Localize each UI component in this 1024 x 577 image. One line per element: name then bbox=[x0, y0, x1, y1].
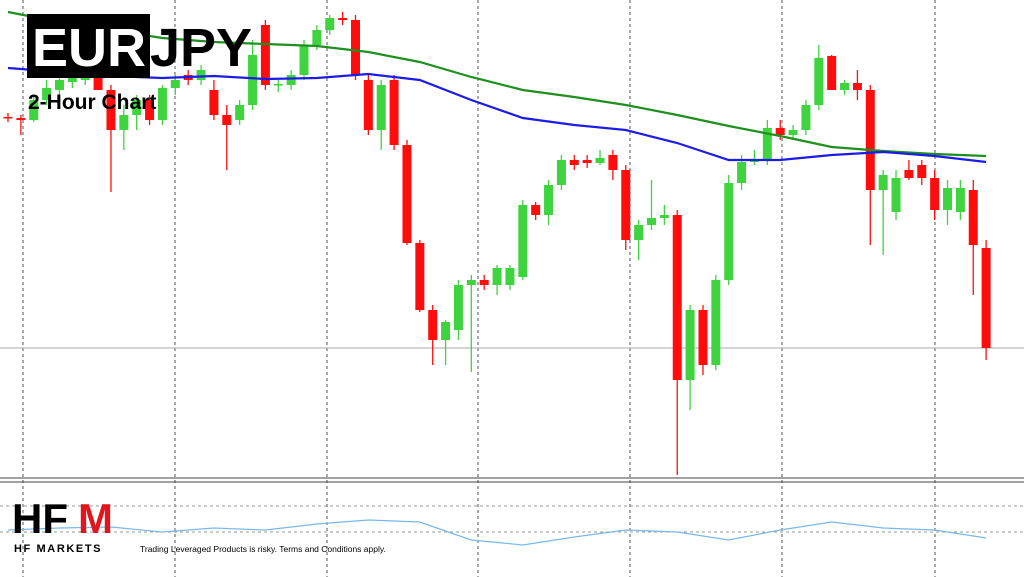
candle-body bbox=[260, 25, 270, 85]
candle-body bbox=[569, 160, 579, 165]
candle-body bbox=[556, 160, 566, 185]
candle-body bbox=[479, 280, 489, 285]
candle-body bbox=[634, 225, 644, 240]
candle-body bbox=[505, 268, 515, 285]
brand-name: HF MARKETS bbox=[14, 543, 102, 555]
candle-body bbox=[248, 55, 258, 105]
candle-body bbox=[595, 158, 605, 163]
candle-body bbox=[145, 100, 155, 120]
candle-body bbox=[621, 170, 631, 240]
candle-body bbox=[376, 85, 386, 130]
candle-body bbox=[441, 322, 451, 340]
candle-body bbox=[840, 83, 850, 90]
candle-body bbox=[16, 118, 26, 120]
candle-body bbox=[338, 18, 348, 20]
subtitle: 2-Hour Chart bbox=[28, 91, 156, 114]
candle-body bbox=[325, 18, 335, 30]
candle-body bbox=[724, 183, 734, 280]
candle-body bbox=[492, 268, 502, 285]
candle-body bbox=[157, 88, 167, 120]
candle-body bbox=[981, 248, 991, 348]
candle-body bbox=[415, 243, 425, 310]
grid bbox=[22, 0, 936, 577]
candle-body bbox=[428, 310, 438, 340]
candle-body bbox=[788, 130, 798, 135]
candle-body bbox=[827, 56, 837, 90]
candle-body bbox=[943, 188, 953, 210]
logo-a: HF bbox=[12, 495, 68, 542]
candle-body bbox=[286, 75, 296, 85]
candle-body bbox=[119, 115, 129, 130]
candle-body bbox=[891, 178, 901, 212]
candle-body bbox=[531, 205, 541, 215]
candle-body bbox=[698, 310, 708, 365]
plot bbox=[0, 10, 1024, 546]
candle-body bbox=[582, 160, 592, 163]
candle-body bbox=[312, 30, 322, 45]
moving-average bbox=[7, 10, 987, 158]
candle-body bbox=[930, 178, 940, 210]
candle-body bbox=[672, 215, 682, 380]
candle-body bbox=[196, 70, 206, 80]
candle-body bbox=[685, 310, 695, 380]
candle-body bbox=[363, 80, 373, 130]
candle-body bbox=[235, 105, 245, 120]
disclaimer: Trading Leveraged Products is risky. Ter… bbox=[140, 544, 386, 554]
candle-body bbox=[955, 188, 965, 212]
candle-body bbox=[453, 285, 463, 330]
candle-body bbox=[762, 128, 772, 160]
candle-body bbox=[466, 280, 476, 285]
candle-body bbox=[209, 90, 219, 115]
candle-body bbox=[3, 117, 13, 119]
candle-body bbox=[904, 170, 914, 178]
candle-body bbox=[968, 190, 978, 245]
candle-body bbox=[42, 88, 52, 100]
candle-body bbox=[29, 100, 39, 120]
candle-body bbox=[544, 185, 554, 215]
candle-body bbox=[917, 165, 927, 178]
candle-body bbox=[814, 58, 824, 105]
candle-body bbox=[93, 70, 103, 90]
moving-average bbox=[7, 66, 987, 164]
candle-body bbox=[878, 175, 888, 190]
candle-body bbox=[273, 84, 283, 86]
candle-body bbox=[518, 205, 528, 277]
candle-body bbox=[389, 80, 399, 145]
candle-body bbox=[350, 20, 360, 75]
candle-body bbox=[222, 115, 232, 125]
title-base: EUR bbox=[32, 18, 146, 78]
candle-body bbox=[647, 218, 656, 225]
candle-body bbox=[801, 105, 811, 130]
candle-body bbox=[402, 145, 412, 243]
candle-body bbox=[106, 90, 116, 130]
candle-body bbox=[608, 155, 618, 170]
candle-body bbox=[711, 280, 721, 365]
oscillator-line bbox=[7, 519, 987, 546]
candle-body bbox=[865, 90, 875, 190]
candle-body bbox=[737, 162, 747, 183]
title-box bbox=[27, 14, 150, 78]
candle-body bbox=[659, 215, 669, 218]
candle-body bbox=[852, 83, 862, 90]
candle-body bbox=[54, 80, 64, 90]
title-quote: JPY bbox=[150, 18, 252, 78]
candle-body bbox=[132, 100, 142, 115]
candle-body bbox=[67, 78, 77, 82]
candle-body bbox=[775, 128, 785, 135]
logo-b: M bbox=[78, 495, 113, 542]
candle-body bbox=[299, 45, 309, 75]
candle-body bbox=[170, 80, 180, 88]
